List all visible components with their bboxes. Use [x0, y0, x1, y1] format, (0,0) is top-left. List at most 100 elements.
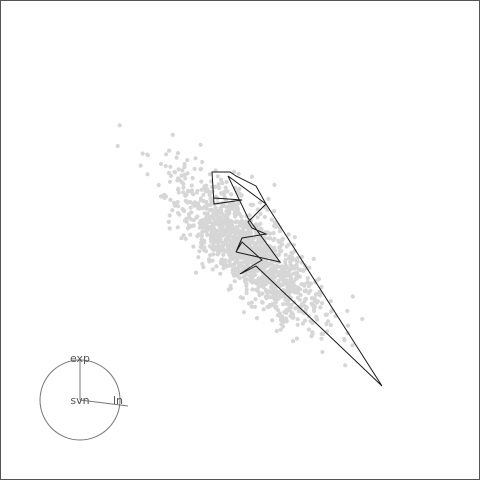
background-point	[200, 159, 205, 165]
background-point	[324, 312, 329, 317]
background-point	[277, 249, 283, 254]
background-point	[207, 172, 212, 177]
background-point	[294, 270, 299, 276]
background-point	[115, 143, 120, 149]
background-point	[230, 206, 235, 211]
background-point	[265, 289, 270, 295]
background-point	[309, 296, 315, 301]
background-point	[247, 242, 252, 247]
background-point	[221, 246, 226, 252]
background-point	[206, 224, 211, 230]
background-point	[209, 196, 214, 201]
background-point	[191, 218, 196, 223]
background-point	[190, 175, 195, 181]
background-point	[276, 270, 281, 275]
background-point	[163, 194, 168, 199]
background-point	[145, 152, 150, 157]
background-point	[209, 235, 214, 240]
background-point	[321, 331, 326, 336]
background-point	[248, 202, 253, 207]
background-point	[297, 297, 302, 302]
background-point	[305, 280, 310, 285]
background-point	[308, 319, 313, 324]
background-point	[194, 190, 199, 195]
background-point	[210, 258, 215, 263]
background-point	[226, 287, 231, 292]
background-point	[253, 243, 258, 248]
background-point	[308, 288, 313, 293]
background-point	[237, 186, 242, 191]
background-point	[280, 265, 285, 270]
background-point	[290, 285, 295, 290]
background-point	[262, 282, 267, 287]
background-point	[295, 317, 300, 322]
background-point	[247, 213, 252, 218]
background-point	[167, 148, 172, 153]
background-point	[328, 299, 333, 304]
background-point	[224, 179, 229, 184]
background-point	[244, 263, 250, 268]
background-point	[234, 219, 239, 224]
background-point	[207, 217, 212, 222]
background-point	[218, 222, 223, 227]
background-point	[203, 204, 208, 209]
background-point	[168, 164, 173, 169]
background-point	[215, 174, 220, 179]
background-point	[240, 243, 245, 248]
background-point	[218, 206, 223, 211]
background-point	[297, 274, 302, 279]
background-point	[277, 245, 282, 250]
background-point	[185, 171, 190, 176]
background-point	[175, 178, 180, 183]
background-point	[291, 315, 296, 320]
background-point	[345, 323, 351, 328]
background-point	[261, 273, 266, 278]
background-point	[252, 272, 257, 277]
background-point	[277, 311, 282, 316]
background-point	[200, 218, 206, 224]
background-point	[176, 190, 181, 195]
background-point	[283, 257, 288, 263]
background-point	[288, 277, 293, 282]
background-point	[304, 305, 309, 310]
background-point	[290, 251, 295, 256]
background-point	[208, 207, 213, 213]
background-point	[223, 185, 228, 190]
background-point	[236, 171, 241, 176]
background-point	[242, 277, 247, 282]
background-point	[208, 202, 213, 207]
background-point	[306, 327, 311, 332]
background-point	[225, 216, 230, 221]
background-point	[195, 214, 200, 219]
background-point	[198, 196, 203, 201]
background-point	[170, 132, 175, 137]
background-point	[239, 218, 244, 223]
background-point	[256, 248, 261, 253]
background-point	[215, 252, 220, 257]
background-point	[286, 242, 291, 247]
background-point	[196, 232, 201, 237]
background-point	[360, 316, 365, 322]
background-point	[179, 236, 184, 241]
background-point	[264, 250, 269, 255]
background-point	[269, 217, 274, 222]
background-point	[218, 177, 224, 182]
background-point	[191, 192, 196, 197]
background-point	[232, 253, 237, 258]
background-point	[207, 193, 212, 198]
background-point	[158, 161, 164, 166]
background-point	[236, 255, 242, 260]
background-point	[183, 193, 188, 198]
background-point	[145, 172, 150, 177]
background-point	[262, 246, 267, 251]
background-point	[183, 236, 188, 241]
background-point	[203, 249, 209, 254]
background-point	[315, 317, 320, 322]
background-point	[211, 216, 216, 221]
background-point	[235, 259, 240, 264]
background-point	[200, 229, 205, 234]
background-point	[248, 236, 253, 241]
background-point	[343, 363, 348, 368]
background-point	[283, 263, 288, 268]
